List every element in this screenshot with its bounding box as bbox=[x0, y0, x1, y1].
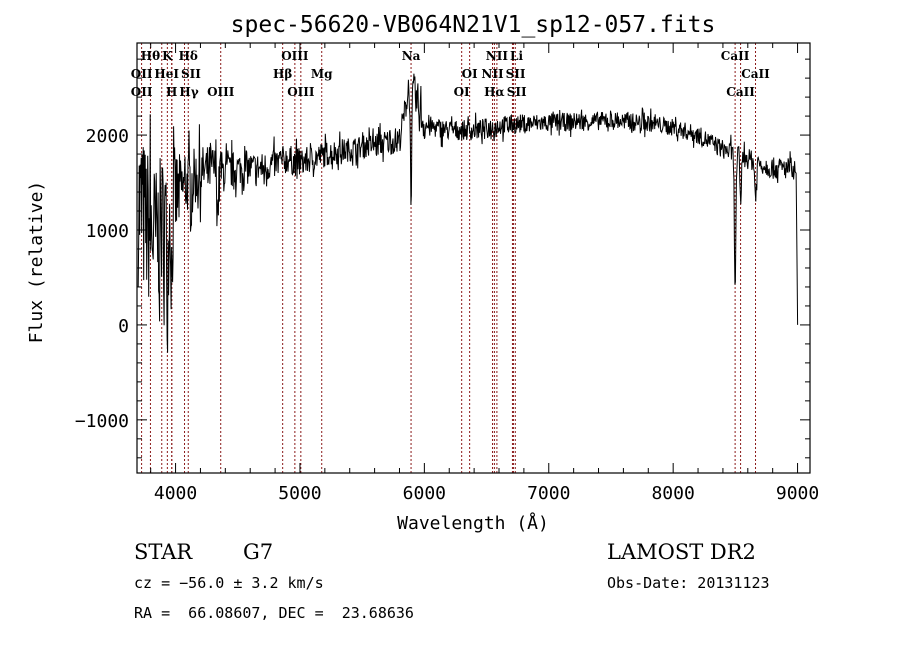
axis-ticks: 4000 5000 6000 7000 8000 9000 −1000 0 1000 2000 bbox=[75, 43, 819, 504]
spectral-line-label: Hβ bbox=[273, 67, 292, 81]
survey-name: LAMOST DR2 bbox=[607, 540, 756, 564]
spectral-line-label: HeI bbox=[154, 67, 179, 81]
spectral-line-label: Mg bbox=[311, 67, 333, 81]
spectral-line-label: Li bbox=[510, 49, 523, 63]
y-tick-label: 0 bbox=[118, 316, 129, 337]
y-tick-label: 2000 bbox=[86, 126, 129, 147]
x-tick-label: 7000 bbox=[527, 483, 570, 504]
spectral-line-label: SII bbox=[507, 85, 527, 99]
spectral-line-label: K bbox=[162, 49, 173, 63]
spectral-line-label: Hδ bbox=[179, 49, 198, 63]
x-tick-label: 6000 bbox=[403, 483, 446, 504]
spectral-line-label: OII bbox=[131, 85, 153, 99]
x-tick-label: 5000 bbox=[278, 483, 321, 504]
spectral-line-label: NII bbox=[486, 49, 509, 63]
object-class: STAR bbox=[134, 540, 193, 564]
spectral-line-label: OIII bbox=[281, 49, 309, 63]
spectral-line-label: SII bbox=[181, 67, 201, 81]
spectral-line-label: Na bbox=[402, 49, 421, 63]
spectral-line-label: OIII bbox=[287, 85, 315, 99]
object-subclass: G7 bbox=[243, 540, 274, 564]
spectral-line-label: CaII bbox=[721, 49, 750, 63]
spectral-line-label: OI bbox=[454, 85, 470, 99]
spectral-line-label: OI bbox=[462, 67, 478, 81]
coordinates: RA = 66.08607, DEC = 23.68636 bbox=[134, 604, 414, 622]
spectral-line-label: CaII bbox=[741, 67, 770, 81]
y-tick-label: 1000 bbox=[86, 221, 129, 242]
x-axis-label: Wavelength (Å) bbox=[397, 512, 549, 534]
plot-frame bbox=[136, 42, 811, 474]
x-tick-label: 8000 bbox=[651, 483, 694, 504]
spectral-line-label: OIII bbox=[207, 85, 235, 99]
chart-title: spec-56620-VB064N21V1_sp12-057.fits bbox=[231, 12, 716, 38]
spectral-line-label: SII bbox=[506, 67, 526, 81]
x-tick-label: 9000 bbox=[776, 483, 819, 504]
y-axis-label: Flux (relative) bbox=[26, 181, 47, 344]
spectral-line-label: H bbox=[166, 85, 177, 99]
spectral-line-label: NII bbox=[481, 67, 504, 81]
observation-date: Obs-Date: 20131123 bbox=[607, 574, 770, 592]
y-tick-label: −1000 bbox=[75, 411, 129, 432]
spectral-line-label: Hγ bbox=[179, 85, 198, 99]
spectral-line-label: OII bbox=[131, 67, 153, 81]
x-tick-label: 4000 bbox=[154, 483, 197, 504]
flux-series-line bbox=[137, 73, 799, 353]
spectral-line-label: CaII bbox=[726, 85, 755, 99]
spectral-line-label: Hα bbox=[484, 85, 505, 99]
spectral-line-label: Hθ bbox=[141, 49, 160, 63]
redshift-cz: cz = −56.0 ± 3.2 km/s bbox=[134, 574, 324, 592]
